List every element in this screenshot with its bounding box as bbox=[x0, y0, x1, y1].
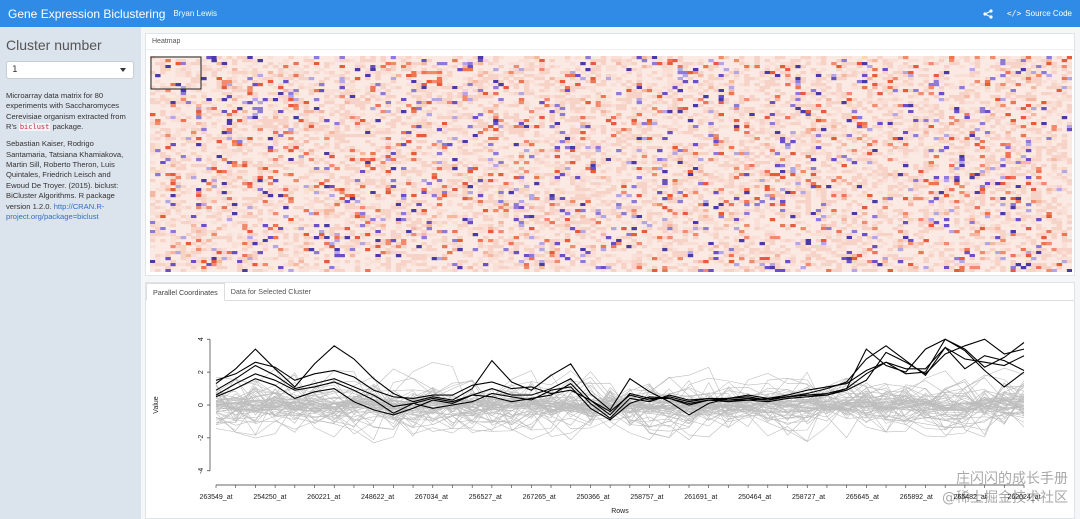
cluster-series-line bbox=[215, 345, 1025, 416]
description: Microarray data matrix for 80 experiment… bbox=[6, 91, 135, 223]
x-tick-label: 258757_at bbox=[630, 494, 663, 501]
sidebar: Cluster number 1 Microarray data matrix … bbox=[0, 27, 141, 519]
x-tick-label: 267265_at bbox=[523, 494, 556, 501]
cluster-series-line bbox=[215, 338, 1025, 419]
heatmap-panel: Heatmap bbox=[145, 33, 1075, 276]
cluster-number-heading: Cluster number bbox=[6, 37, 102, 53]
x-tick-label: 262024_at bbox=[1007, 494, 1040, 501]
x-tick-label: 263549_at bbox=[199, 494, 232, 501]
x-tick-label: 258727_at bbox=[792, 494, 825, 501]
x-axis-label: Rows bbox=[611, 508, 629, 515]
plot-panel: Parallel Coordinates Data for Selected C… bbox=[145, 282, 1075, 519]
x-tick-label: 265482_at bbox=[954, 494, 987, 501]
app-title[interactable]: Gene Expression Biclustering bbox=[8, 6, 166, 21]
navbar: Gene Expression Biclustering Bryan Lewis… bbox=[0, 0, 1080, 27]
y-tick-label: 0 bbox=[198, 403, 205, 407]
cluster-series-line bbox=[215, 338, 1025, 413]
y-tick-label: 4 bbox=[198, 337, 205, 341]
navbar-actions: </> Source Code bbox=[983, 0, 1072, 27]
gray-series-line bbox=[215, 377, 1025, 444]
cluster-number-select[interactable]: 1 bbox=[6, 61, 134, 79]
citation-text: Sebastian Kaiser, Rodrigo Santamaria, Ta… bbox=[6, 139, 124, 211]
y-axis-label: Value bbox=[153, 396, 160, 413]
package-code: biclust bbox=[18, 123, 51, 132]
x-tick-label: 265892_at bbox=[900, 494, 933, 501]
cluster-series-line bbox=[215, 346, 1025, 416]
cluster-number-value: 1 bbox=[12, 65, 18, 75]
heatmap-title: Heatmap bbox=[146, 34, 1074, 50]
watermark-line2: @稀土掘金技术社区 bbox=[942, 490, 1068, 507]
chevron-down-icon bbox=[120, 68, 126, 72]
dataset-description: Microarray data matrix for 80 experiment… bbox=[6, 91, 135, 133]
source-code-label: Source Code bbox=[1025, 9, 1072, 18]
code-icon: </> bbox=[1006, 9, 1022, 18]
gray-series-line bbox=[215, 362, 1025, 441]
x-tick-label: 250366_at bbox=[577, 494, 610, 501]
y-tick-label: 2 bbox=[198, 370, 205, 374]
source-code-link[interactable]: </> Source Code bbox=[1007, 9, 1072, 18]
tab-data-selected-cluster[interactable]: Data for Selected Cluster bbox=[230, 287, 312, 296]
watermark-line1: 庄闪闪的成长手册 bbox=[956, 471, 1068, 488]
tab-parallel-coordinates[interactable]: Parallel Coordinates bbox=[146, 283, 225, 301]
gray-series-line bbox=[215, 368, 1025, 438]
gray-series-line bbox=[215, 374, 1025, 438]
gray-series-line bbox=[215, 380, 1025, 433]
tab-bar: Parallel Coordinates Data for Selected C… bbox=[146, 283, 1074, 301]
x-tick-label: 256527_at bbox=[469, 494, 502, 501]
heatmap-canvas[interactable] bbox=[150, 56, 1072, 272]
x-tick-label: 260221_at bbox=[307, 494, 340, 501]
gray-series-line bbox=[215, 397, 1025, 416]
citation: Sebastian Kaiser, Rodrigo Santamaria, Ta… bbox=[6, 139, 135, 223]
x-tick-label: 267034_at bbox=[415, 494, 448, 501]
cran-link[interactable]: http://CRAN.R-project.org/package=biclus… bbox=[6, 201, 105, 222]
watermark: 庄闪闪的成长手册 @稀土掘金技术社区 bbox=[942, 470, 1068, 508]
gray-series-line bbox=[215, 397, 1025, 412]
gray-series-line bbox=[215, 388, 1025, 436]
x-tick-label: 250464_at bbox=[738, 494, 771, 501]
desc-text-end: package. bbox=[50, 122, 84, 132]
y-tick-label: -2 bbox=[198, 435, 205, 441]
x-tick-label: 254250_at bbox=[253, 494, 286, 501]
author-name: Bryan Lewis bbox=[173, 9, 217, 18]
gray-series-line bbox=[215, 395, 1025, 412]
share-icon[interactable] bbox=[983, 8, 993, 19]
x-tick-label: 248622_at bbox=[361, 494, 394, 501]
desc-text: Microarray data matrix for 80 experiment… bbox=[6, 91, 126, 132]
x-tick-label: 261691_at bbox=[684, 494, 717, 501]
x-tick-label: 265645_at bbox=[846, 494, 879, 501]
parallel-coordinates-chart: 4 2 0 -2 -4 Value 263549_at 254250_at 260221_at 2… bbox=[153, 337, 1041, 515]
gray-series-line bbox=[215, 368, 1025, 442]
y-tick-label: -4 bbox=[198, 468, 205, 474]
cluster-series-line bbox=[215, 338, 1025, 421]
